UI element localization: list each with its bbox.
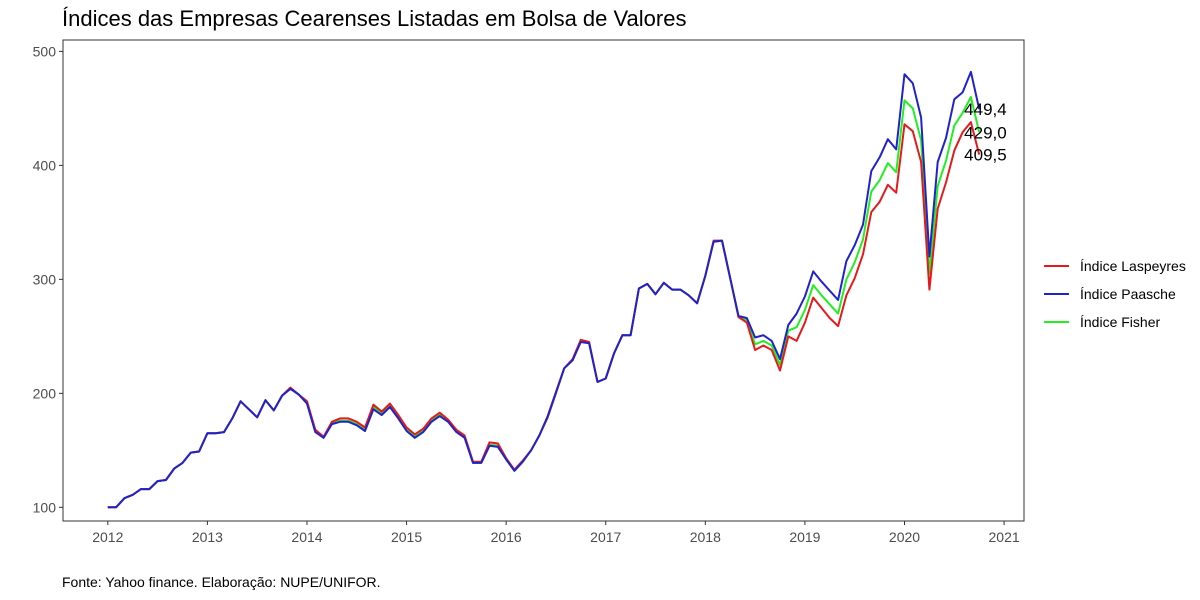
x-tick-label: 2015 (391, 529, 422, 545)
legend-label-indice-laspeyres: Índice Laspeyres (1080, 258, 1186, 274)
legend-label-indice-fisher: Índice Fisher (1080, 314, 1160, 330)
x-tick-label: 2020 (889, 529, 920, 545)
x-tick-label: 2016 (491, 529, 522, 545)
axis-ticks: 100 200 300 400 500 2012 2013 2014 2015 2016 2017 2… (33, 43, 1020, 545)
y-tick-label: 100 (33, 499, 57, 515)
source-caption: Fonte: Yahoo finance. Elaboração: NUPE/U… (62, 574, 381, 590)
plot-panel (62, 39, 1025, 522)
end-label-indice-laspeyres: 409,5 (964, 146, 1007, 165)
y-tick-label: 300 (33, 271, 57, 287)
end-label-indice-fisher: 429,0 (964, 123, 1007, 142)
x-tick-label: 2018 (690, 529, 721, 545)
y-tick-label: 400 (33, 157, 57, 173)
x-tick-label: 2013 (192, 529, 223, 545)
chart-title: Índices das Empresas Cearenses Listadas … (62, 6, 687, 31)
x-tick-label: 2017 (590, 529, 621, 545)
end-label-indice-paasche: 449,4 (964, 100, 1007, 119)
y-tick-label: 200 (33, 385, 57, 401)
legend-label-indice-paasche: Índice Paasche (1080, 286, 1176, 302)
series-line-indice-paasche (107, 70, 981, 509)
x-tick-label: 2019 (789, 529, 820, 545)
y-tick-label: 500 (33, 43, 57, 59)
x-tick-label: 2014 (291, 529, 322, 545)
x-tick-label: 2021 (989, 529, 1020, 545)
x-tick-label: 2012 (92, 529, 123, 545)
end-labels: 449,4 429,0 409,5 (964, 100, 1007, 164)
series-lines (107, 70, 981, 509)
legend: Índice Laspeyres Índice Paasche Índice Fis… (1044, 258, 1186, 330)
